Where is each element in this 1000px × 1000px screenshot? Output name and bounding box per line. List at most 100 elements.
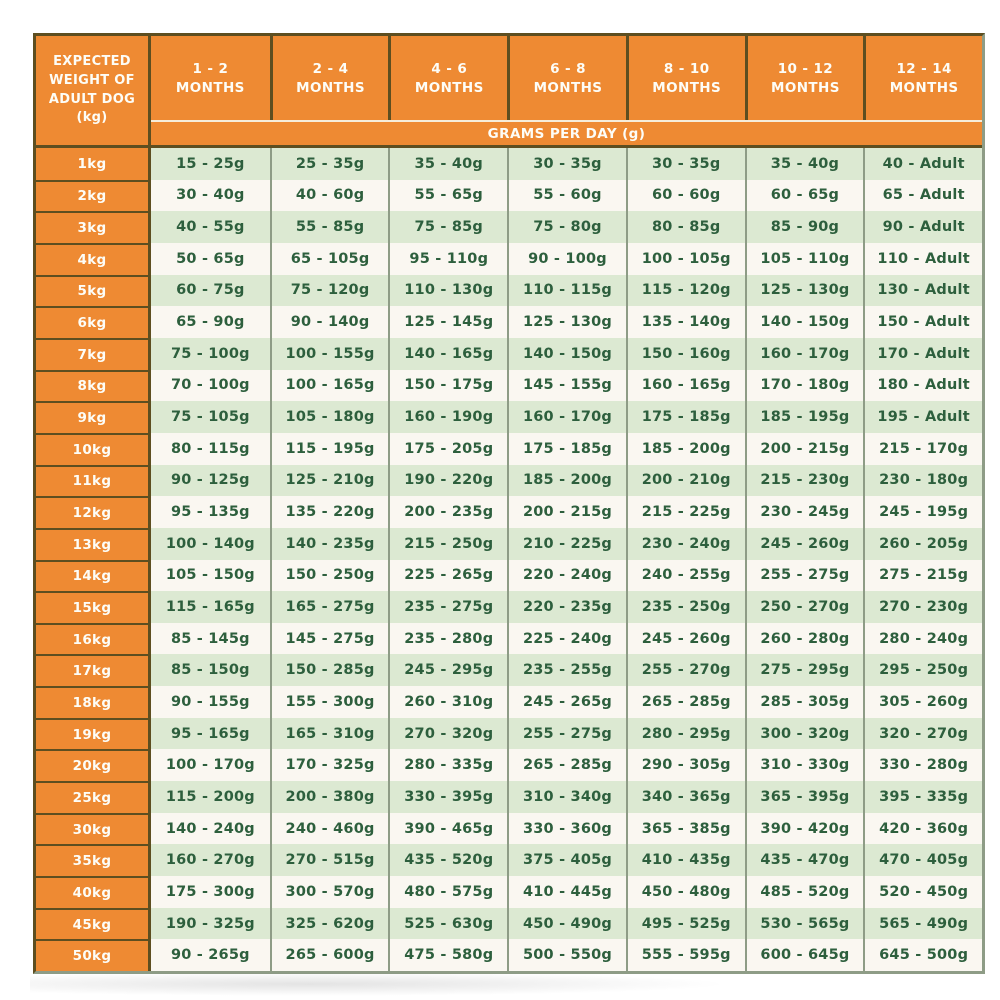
value-cell: 230 - 240g <box>625 527 745 560</box>
value-cell: 305 - 260g <box>863 686 982 718</box>
value-cell: 230 - 245g <box>744 496 864 528</box>
value-cell: 85 - 90g <box>744 211 864 243</box>
value-cell: 40 - 55g <box>151 211 270 243</box>
value-cell: 165 - 310g <box>269 717 389 750</box>
value-cell: 340 - 365g <box>625 781 745 813</box>
value-cell: 420 - 360g <box>863 812 982 845</box>
month-header: 8 - 10 MONTHS <box>625 36 745 120</box>
value-cell: 290 - 305g <box>625 749 745 782</box>
value-cell: 215 - 170g <box>863 432 982 465</box>
weight-cell: 9kg <box>36 401 151 433</box>
value-cell: 200 - 215g <box>744 432 864 465</box>
value-cell: 160 - 190g <box>388 401 508 433</box>
value-cell: 245 - 195g <box>863 496 982 528</box>
value-cell: 125 - 210g <box>269 464 389 497</box>
value-cell: 330 - 395g <box>388 781 508 813</box>
value-cell: 160 - 170g <box>744 337 864 370</box>
value-cell: 170 - 325g <box>269 749 389 782</box>
value-cell: 105 - 150g <box>151 559 270 592</box>
value-cell: 75 - 100g <box>151 337 270 370</box>
month-range-label: 4 - 6 <box>431 60 468 77</box>
page-shadow <box>30 972 730 996</box>
value-cell: 70 - 100g <box>151 369 270 402</box>
weight-cell: 5kg <box>36 274 151 307</box>
value-cell: 100 - 165g <box>269 369 389 402</box>
value-cell: 100 - 170g <box>151 749 270 782</box>
month-word-label: MONTHS <box>771 79 840 96</box>
value-cell: 470 - 405g <box>863 844 982 877</box>
value-cell: 180 - Adult <box>863 369 982 402</box>
value-cell: 520 - 450g <box>863 876 982 908</box>
weight-cell: 4kg <box>36 242 151 275</box>
value-cell: 245 - 265g <box>507 686 626 718</box>
value-cell: 365 - 385g <box>625 812 745 845</box>
value-cell: 365 - 395g <box>744 781 864 813</box>
weight-cell: 14kg <box>36 559 151 592</box>
value-cell: 270 - 320g <box>388 717 508 750</box>
value-cell: 275 - 215g <box>863 559 982 592</box>
month-word-label: MONTHS <box>533 79 603 96</box>
value-cell: 245 - 260g <box>744 527 864 560</box>
value-cell: 190 - 325g <box>151 907 270 940</box>
month-word-label: MONTHS <box>652 79 722 96</box>
value-cell: 210 - 225g <box>507 527 626 560</box>
value-cell: 15 - 25g <box>151 148 270 180</box>
value-cell: 65 - 90g <box>151 306 270 338</box>
weight-cell: 15kg <box>36 591 151 623</box>
month-header: 6 - 8 MONTHS <box>507 36 626 120</box>
value-cell: 175 - 185g <box>507 432 626 465</box>
value-cell: 270 - 230g <box>863 591 982 623</box>
value-cell: 100 - 155g <box>269 337 389 370</box>
weight-cell: 30kg <box>36 812 151 845</box>
value-cell: 145 - 155g <box>507 369 626 402</box>
value-cell: 145 - 275g <box>269 622 389 655</box>
value-cell: 85 - 145g <box>151 622 270 655</box>
value-cell: 90 - 125g <box>151 464 270 497</box>
value-cell: 60 - 75g <box>151 274 270 307</box>
month-word-label: MONTHS <box>889 79 959 96</box>
value-cell: 110 - 130g <box>388 274 508 307</box>
value-cell: 95 - 165g <box>151 717 270 750</box>
value-cell: 450 - 490g <box>507 907 626 940</box>
value-cell: 105 - 110g <box>744 242 864 275</box>
value-cell: 80 - 85g <box>625 211 745 243</box>
value-cell: 140 - 240g <box>151 812 270 845</box>
value-cell: 300 - 570g <box>269 876 389 908</box>
value-cell: 150 - 285g <box>269 654 389 687</box>
month-header: 2 - 4 MONTHS <box>269 36 389 120</box>
month-range-label: 2 - 4 <box>312 60 349 77</box>
value-cell: 285 - 305g <box>744 686 864 718</box>
value-cell: 275 - 295g <box>744 654 864 687</box>
value-cell: 530 - 565g <box>744 907 864 940</box>
value-cell: 270 - 515g <box>269 844 389 877</box>
value-cell: 155 - 300g <box>269 686 389 718</box>
weight-cell: 45kg <box>36 907 151 940</box>
value-cell: 255 - 275g <box>507 717 626 750</box>
value-cell: 435 - 470g <box>744 844 864 877</box>
month-range-label: 1 - 2 <box>192 60 229 77</box>
value-cell: 220 - 240g <box>507 559 626 592</box>
value-cell: 65 - 105g <box>269 242 389 275</box>
value-cell: 25 - 35g <box>269 148 389 180</box>
month-header: 1 - 2 MONTHS <box>151 36 270 120</box>
month-range-label: 10 - 12 <box>777 60 834 77</box>
value-cell: 40 - Adult <box>863 148 982 180</box>
corner-header: EXPECTED WEIGHT OF ADULT DOG (kg) <box>36 36 151 148</box>
value-cell: 230 - 180g <box>863 464 982 497</box>
value-cell: 245 - 295g <box>388 654 508 687</box>
value-cell: 225 - 265g <box>388 559 508 592</box>
weight-cell: 13kg <box>36 527 151 560</box>
value-cell: 280 - 240g <box>863 622 982 655</box>
value-cell: 295 - 250g <box>863 654 982 687</box>
units-banner: GRAMS PER DAY (g) <box>151 120 982 148</box>
value-cell: 600 - 645g <box>744 939 864 971</box>
value-cell: 395 - 335g <box>863 781 982 813</box>
value-cell: 255 - 275g <box>744 559 864 592</box>
value-cell: 85 - 150g <box>151 654 270 687</box>
value-cell: 480 - 575g <box>388 876 508 908</box>
value-cell: 150 - 160g <box>625 337 745 370</box>
value-cell: 170 - 180g <box>744 369 864 402</box>
weight-cell: 3kg <box>36 211 151 243</box>
value-cell: 140 - 235g <box>269 527 389 560</box>
value-cell: 40 - 60g <box>269 179 389 212</box>
